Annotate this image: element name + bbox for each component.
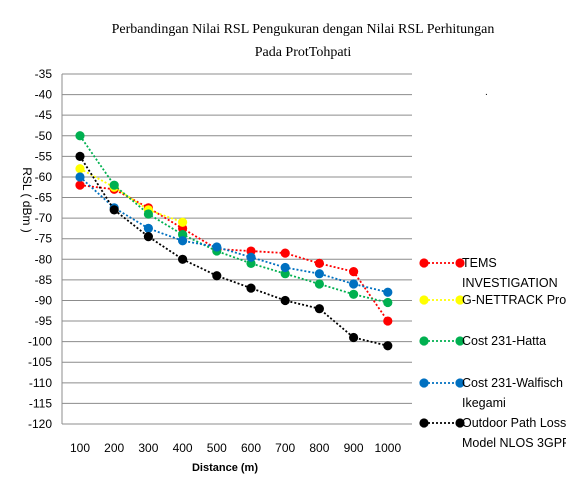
legend-marker [455, 258, 465, 268]
chart-title-line: Pada ProtTohpati [255, 45, 352, 60]
legend-entry-label: Ikegami [462, 396, 506, 410]
x-tick-label: 100 [70, 441, 90, 455]
data-point [349, 267, 359, 277]
legend-entry-label: Model NLOS 3GPP [462, 436, 566, 450]
data-point [109, 180, 119, 190]
legend-entry-label: INVESTIGATION [462, 276, 558, 290]
y-axis-label: RSL ( dBm ) [20, 167, 34, 233]
legend-entry-label: TEMS [462, 256, 497, 270]
data-point [75, 172, 85, 182]
x-tick-label: 1000 [374, 441, 401, 455]
series-line [79, 135, 389, 304]
y-tick-label: -35 [35, 67, 53, 81]
x-tick-label: 900 [344, 441, 364, 455]
data-point [212, 242, 222, 252]
y-tick-label: -95 [35, 314, 53, 328]
legend-marker [419, 295, 429, 305]
x-tick-label: 800 [309, 441, 329, 455]
data-point [383, 341, 393, 351]
y-tick-label: -85 [35, 273, 53, 287]
legend-entry-label: Cost 231-Hatta [462, 334, 546, 348]
data-point [75, 131, 85, 141]
data-point [383, 287, 393, 297]
y-tick-label: -45 [35, 108, 53, 122]
series-line [79, 155, 389, 347]
data-point [75, 180, 85, 190]
data-point [383, 316, 393, 326]
data-point [109, 205, 119, 215]
data-point [143, 209, 153, 219]
y-tick-label: -105 [28, 355, 52, 369]
y-tick-label: -60 [35, 170, 53, 184]
y-tick-label: -120 [28, 417, 52, 431]
data-point [383, 297, 393, 308]
data-point [178, 254, 188, 264]
y-tick-label: -50 [35, 129, 53, 143]
data-point [143, 223, 153, 234]
y-tick-label: -100 [28, 335, 52, 349]
legend-marker [419, 418, 429, 428]
y-tick-label: -80 [35, 252, 53, 266]
legend-marker [455, 295, 465, 305]
y-tick-label: -75 [35, 232, 53, 246]
legend-marker [455, 378, 465, 388]
chart-title-line: Perbandingan Nilai RSL Pengukuran dengan… [112, 22, 495, 37]
legend-entry-label: Outdoor Path Loss [462, 416, 566, 430]
x-tick-label: 500 [207, 441, 227, 455]
x-tick-label: 600 [241, 441, 261, 455]
series-line [79, 176, 389, 294]
legend-marker [419, 258, 429, 268]
y-tick-label: -110 [29, 376, 52, 390]
data-point [178, 236, 188, 246]
data-point [75, 164, 85, 174]
y-tick-label: -55 [35, 149, 53, 163]
x-tick-label: 200 [104, 441, 124, 455]
x-axis-label: Distance (m) [192, 462, 258, 474]
y-tick-label: -65 [35, 191, 53, 205]
data-point [314, 258, 324, 269]
data-point [246, 283, 256, 293]
data-point [143, 232, 153, 242]
legend-marker [419, 336, 429, 346]
x-tick-label: 400 [173, 441, 193, 455]
x-tick-label: 300 [138, 441, 158, 455]
data-point [280, 248, 290, 258]
legend-marker [455, 418, 465, 428]
data-point [314, 304, 324, 314]
legend-marker [455, 336, 465, 346]
y-tick-label: -115 [29, 396, 52, 410]
data-point [314, 279, 324, 289]
legend-marker [419, 378, 429, 388]
data-point [280, 295, 290, 306]
y-tick-label: -70 [35, 211, 53, 225]
legend-entry-label: G-NETTRACK Pro [462, 293, 566, 307]
y-tick-label: -90 [35, 293, 53, 307]
data-point [212, 271, 222, 281]
chart-note: . [485, 87, 488, 98]
data-point [349, 289, 359, 299]
data-point [349, 332, 359, 343]
data-point [246, 252, 256, 262]
data-point [75, 151, 85, 161]
data-point [349, 279, 359, 289]
x-tick-label: 700 [275, 441, 295, 455]
data-point [314, 269, 324, 279]
data-point [280, 262, 290, 273]
legend-entry-label: Cost 231-Walfisch [462, 376, 563, 390]
y-tick-label: -40 [35, 88, 53, 102]
data-point [178, 217, 188, 227]
